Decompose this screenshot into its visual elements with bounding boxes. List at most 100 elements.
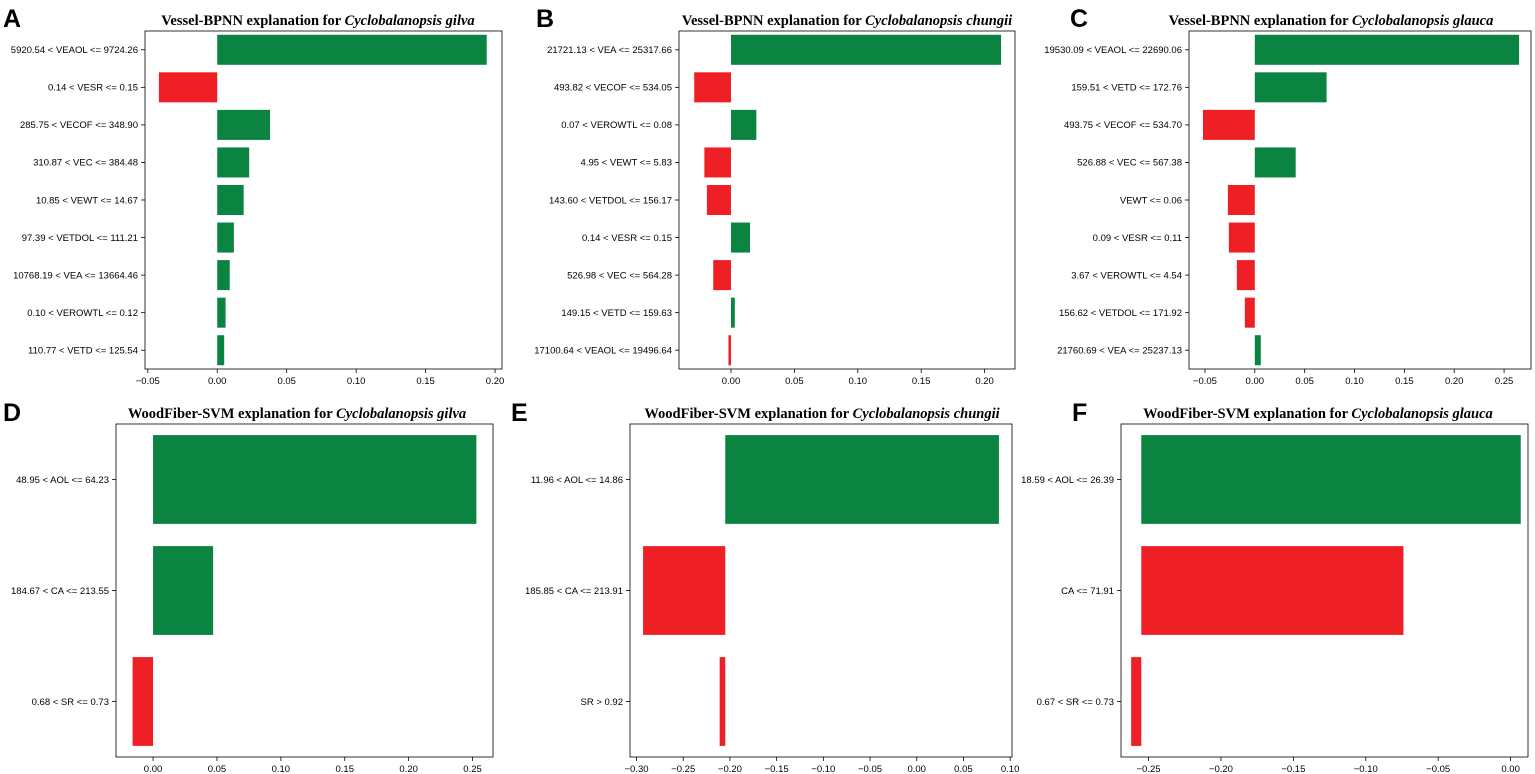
bar [1227, 184, 1255, 216]
bar [730, 109, 757, 140]
x-tick-label: 0.25 [1495, 376, 1514, 387]
y-tick-label: 159.51 < VETD <= 172.76 [1071, 83, 1182, 94]
x-tick-label: 0.10 [347, 376, 366, 387]
y-tick-label: 493.75 < VECOF <= 534.70 [1064, 120, 1182, 131]
x-tick-label: −0.25 [1136, 764, 1160, 774]
y-tick-label: 21721.13 < VEA <= 25317.66 [547, 45, 672, 56]
bar [1244, 297, 1255, 328]
panel-letter: D [3, 399, 21, 427]
x-tick-label: −0.20 [718, 764, 742, 774]
y-tick-label: 19530.09 < VEAOL <= 22690.06 [1044, 45, 1182, 56]
bar [719, 657, 726, 746]
bar [217, 109, 271, 140]
bar [1254, 72, 1327, 103]
y-tick-label: VEWT <= 0.06 [1120, 195, 1182, 206]
bar [217, 297, 226, 328]
x-tick-label: 0.00 [722, 376, 741, 387]
bar [217, 147, 250, 178]
x-tick-label: −0.30 [625, 764, 649, 774]
bar [730, 222, 751, 253]
chart-title-prefix: Vessel-BPNN explanation for [682, 13, 865, 29]
y-tick-label: 97.39 < VETDOL <= 111.21 [22, 233, 138, 244]
x-tick-label: 0.15 [336, 764, 355, 774]
chart-title-prefix: WoodFiber-SVM explanation for [1143, 406, 1351, 422]
x-tick-label: 0.00 [144, 764, 163, 774]
x-tick-label: 0.05 [785, 376, 804, 387]
y-tick-label: 149.15 < VETD <= 159.63 [561, 308, 672, 319]
panel-b: B Vessel-BPNN explanation for Cyclobalano… [534, 5, 1016, 387]
y-tick-label: 3.67 < VEROWTL <= 4.54 [1071, 270, 1182, 281]
x-tick-label: 0.10 [849, 376, 868, 387]
y-tick-label: 156.62 < VETDOL <= 171.92 [1059, 308, 1182, 319]
chart-title: Vessel-BPNN explanation for Cyclobalanop… [682, 13, 1012, 29]
bar [706, 184, 731, 216]
bar [132, 657, 154, 746]
x-tick-label: 0.15 [1395, 376, 1414, 387]
x-tick-label: 0.00 [1246, 376, 1265, 387]
x-tick-label: −0.10 [811, 764, 835, 774]
bar [704, 147, 731, 178]
x-tick-label: 0.15 [416, 376, 435, 387]
chart-title: WoodFiber-SVM explanation for Cyclobalan… [128, 406, 466, 422]
y-tick-label: 0.14 < VESR <= 0.15 [582, 233, 672, 244]
chart-title-prefix: WoodFiber-SVM explanation for [128, 406, 336, 422]
chart-title-species: Cyclobalanopsis gilva [345, 13, 475, 29]
bar [1228, 222, 1255, 253]
bar [1131, 657, 1142, 746]
panel-a: A Vessel-BPNN explanation for Cyclobalano… [3, 5, 504, 387]
panel-f: F WoodFiber-SVM explanation for Cyclobala… [1021, 399, 1529, 774]
y-tick-label: 0.09 < VESR <= 0.11 [1093, 233, 1182, 244]
x-tick-label: 0.05 [1295, 376, 1314, 387]
bar [1236, 260, 1255, 291]
plot-frame [678, 30, 1016, 370]
x-tick-label: −0.20 [1209, 764, 1233, 774]
y-tick-label: 143.60 < VETDOL <= 156.17 [549, 195, 672, 206]
bar [1141, 546, 1404, 635]
x-tick-label: 0.10 [1001, 764, 1020, 774]
plot-frame [629, 423, 1013, 758]
y-tick-label: 11.96 < AOL <= 14.86 [531, 475, 623, 486]
chart-title-species: Cyclobalanopsis glauca [1352, 13, 1493, 29]
bar [1254, 34, 1520, 65]
panel-c: C Vessel-BPNN explanation for Cyclobalano… [1044, 5, 1532, 387]
chart-title: Vessel-BPNN explanation for Cyclobalanop… [1169, 13, 1494, 29]
x-tick-label: 0.05 [208, 764, 227, 774]
panel-letter: E [511, 399, 528, 427]
y-tick-label: 526.88 < VEC <= 567.38 [1077, 158, 1182, 169]
y-tick-label: 21760.69 < VEA <= 25237.13 [1057, 346, 1182, 357]
bar [217, 335, 225, 366]
y-tick-label: 184.67 < CA <= 213.55 [11, 586, 109, 597]
y-tick-label: 110.77 < VETD <= 125.54 [28, 346, 138, 357]
bar [153, 435, 477, 524]
y-tick-label: 4.95 < VEWT <= 5.83 [581, 158, 672, 169]
y-tick-label: 48.95 < AOL <= 64.23 [16, 475, 109, 486]
y-tick-label: 5920.54 < VEAOL <= 9724.26 [11, 45, 138, 56]
bar [730, 34, 1002, 65]
bar [153, 546, 214, 635]
chart-title: Vessel-BPNN explanation for Cyclobalanop… [161, 13, 474, 29]
y-tick-label: SR > 0.92 [580, 697, 623, 708]
bar [217, 260, 230, 291]
y-tick-label: 10.85 < VEWT <= 14.67 [36, 195, 138, 206]
x-tick-label: 0.05 [954, 764, 973, 774]
x-tick-label: −0.15 [765, 764, 789, 774]
bar [217, 222, 234, 253]
chart-title-species: Cyclobalanopsis glauca [1351, 406, 1492, 422]
bar [1141, 435, 1521, 524]
bar [217, 184, 244, 216]
x-tick-label: −0.05 [1193, 376, 1217, 387]
chart-title-species: Cyclobalanopsis chungii [853, 406, 1000, 422]
y-tick-label: 0.14 < VESR <= 0.15 [48, 83, 138, 94]
y-tick-label: 17100.64 < VEAOL <= 19496.64 [534, 346, 672, 357]
bar [730, 297, 735, 328]
y-tick-label: 0.07 < VEROWTL <= 0.08 [561, 120, 672, 131]
panel-letter: A [3, 5, 21, 33]
chart-title-prefix: Vessel-BPNN explanation for [161, 13, 344, 29]
y-tick-label: 0.67 < SR <= 0.73 [1037, 697, 1114, 708]
x-tick-label: 0.10 [272, 764, 291, 774]
panel-e: E WoodFiber-SVM explanation for Cyclobala… [511, 399, 1019, 774]
chart-title-prefix: WoodFiber-SVM explanation for [644, 406, 852, 422]
chart-title: WoodFiber-SVM explanation for Cyclobalan… [1143, 406, 1493, 422]
y-tick-label: 526.98 < VEC <= 564.28 [567, 270, 672, 281]
